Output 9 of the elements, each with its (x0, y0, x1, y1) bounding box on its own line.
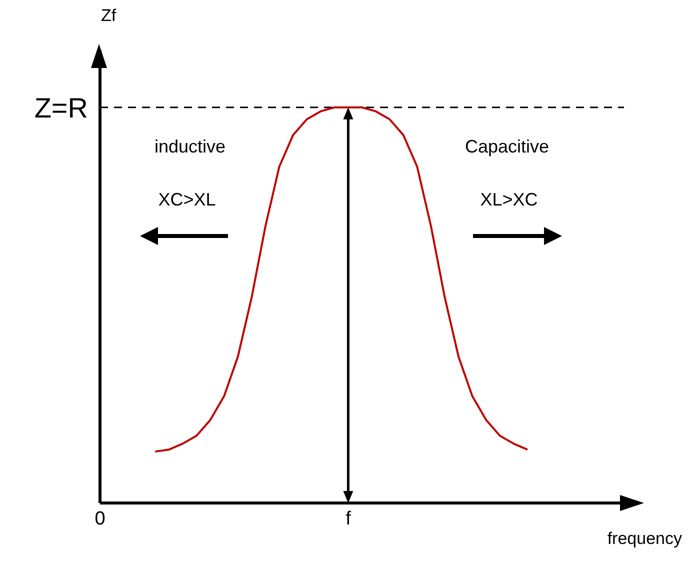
annotation: XL>XC (480, 190, 538, 210)
x-tick-label: 0 (94, 508, 106, 530)
annotation: XC>XL (158, 190, 216, 210)
annotation: Capacitive (464, 136, 550, 158)
x-tick-label: f (346, 508, 352, 530)
y-axis-title: Zf (101, 6, 116, 26)
x-axis-title: frequency (607, 529, 682, 549)
annotation: inductive (154, 136, 226, 158)
ref-line-label: Z=R (34, 92, 88, 124)
